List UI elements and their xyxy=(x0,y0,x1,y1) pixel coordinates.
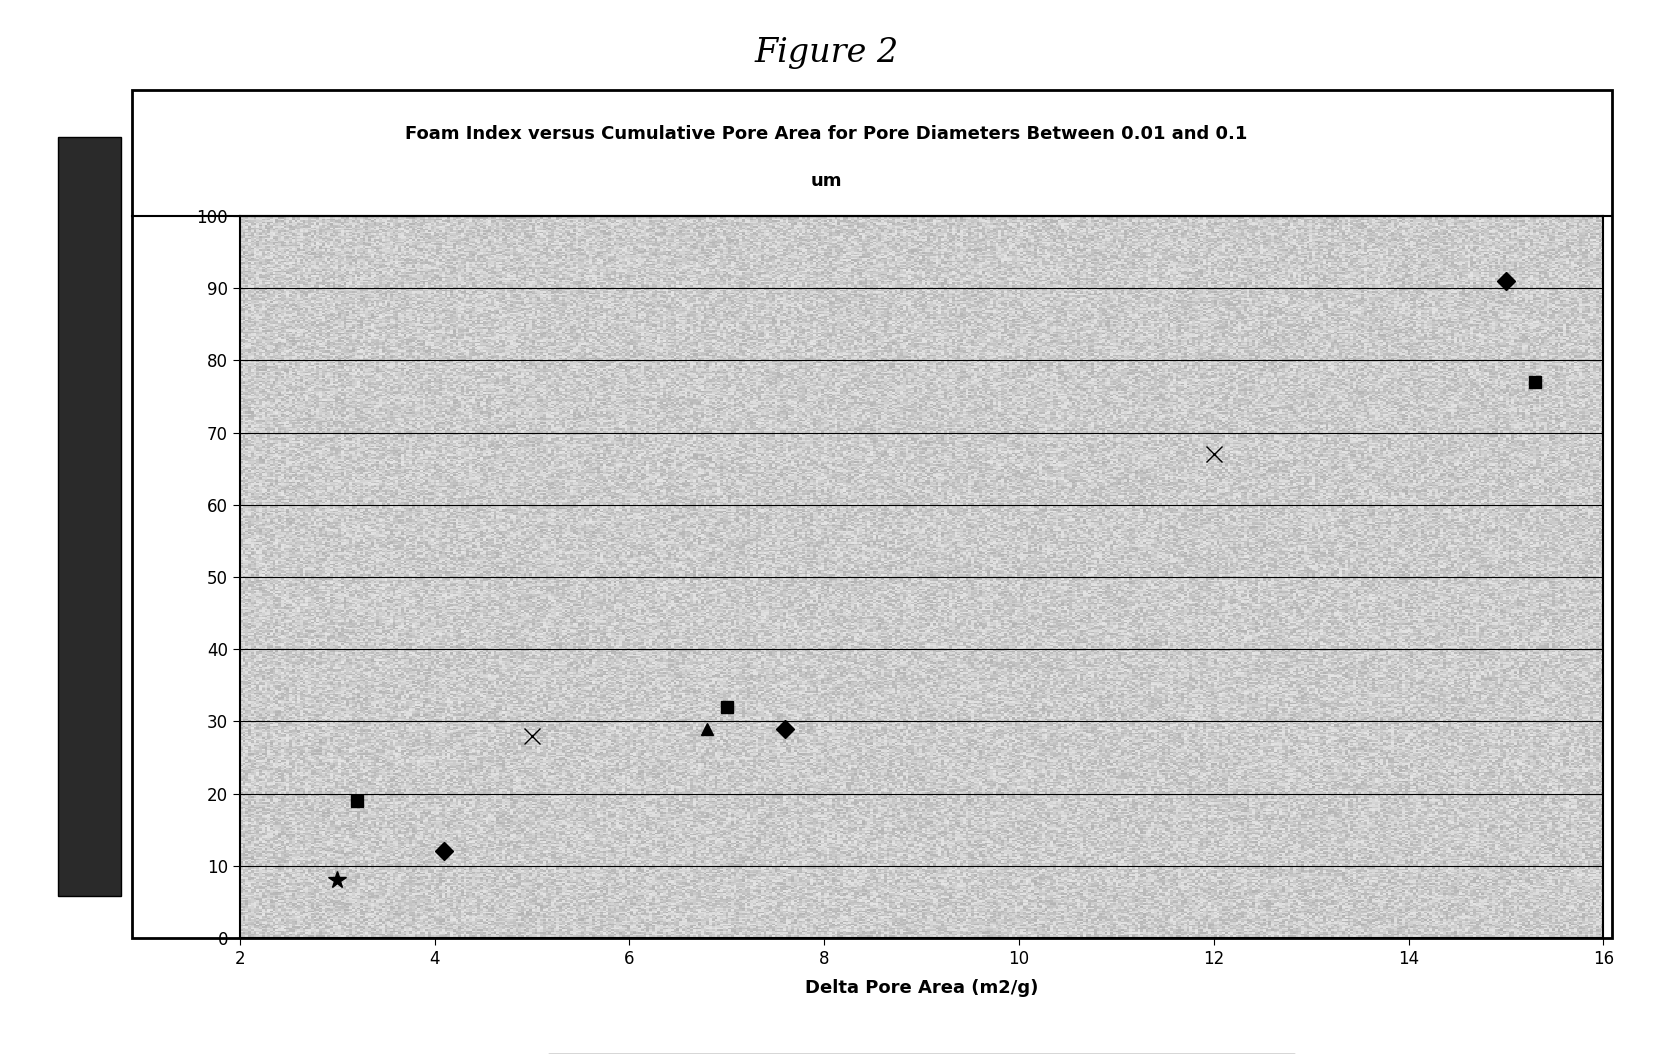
X-axis label: Delta Pore Area (m2/g): Delta Pore Area (m2/g) xyxy=(805,979,1038,997)
Text: um: um xyxy=(810,172,843,190)
Text: Foam Index versus Cumulative Pore Area for Pore Diameters Between 0.01 and 0.1: Foam Index versus Cumulative Pore Area f… xyxy=(405,124,1248,143)
Text: Figure 2: Figure 2 xyxy=(754,37,899,69)
